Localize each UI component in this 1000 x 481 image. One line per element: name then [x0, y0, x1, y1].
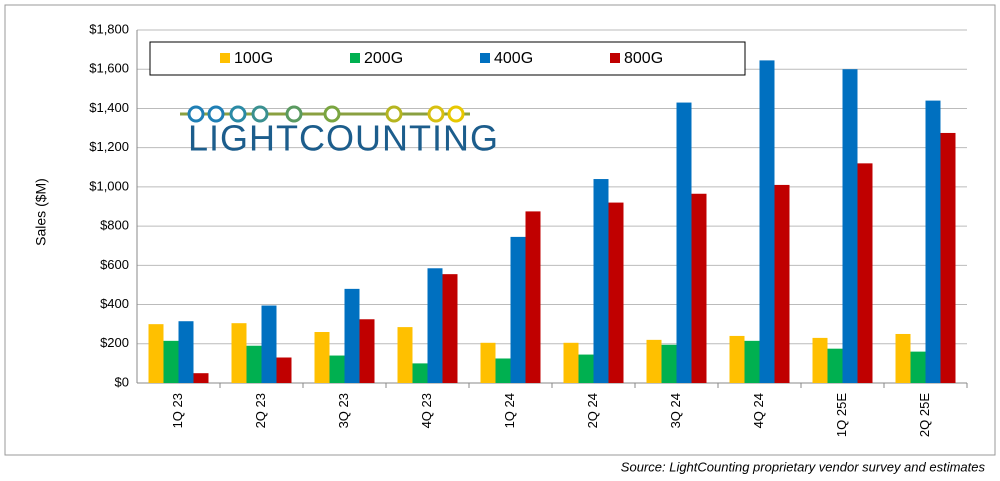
logo-dot [323, 105, 341, 123]
x-tick-label: 1Q 25E [834, 393, 849, 437]
bar [246, 345, 262, 383]
y-tick-label: $600 [100, 257, 129, 272]
bar [178, 321, 194, 383]
bar [578, 354, 594, 383]
bar [676, 102, 692, 384]
bar [412, 363, 428, 383]
bar [759, 60, 775, 384]
bar [593, 179, 609, 383]
x-tick-label: 3Q 23 [336, 393, 351, 428]
legend-swatch [480, 53, 490, 63]
bar [646, 339, 662, 383]
x-tick-label: 1Q 24 [502, 393, 517, 428]
y-axis-label: Sales ($M) [33, 178, 49, 246]
bar [329, 355, 345, 383]
logo-dot [285, 105, 303, 123]
bar [397, 327, 413, 383]
bar [495, 358, 511, 383]
logo-dot [447, 105, 465, 123]
y-tick-label: $400 [100, 296, 129, 311]
y-tick-label: $1,600 [89, 61, 129, 76]
bar [344, 288, 360, 383]
legend-label: 200G [364, 50, 403, 67]
bar [895, 333, 911, 383]
bar [314, 332, 330, 383]
y-tick-label: $1,000 [89, 178, 129, 193]
logo-dot [207, 105, 225, 123]
bar [729, 335, 745, 383]
legend-swatch [610, 53, 620, 63]
bar [427, 268, 443, 383]
bar [525, 211, 541, 383]
bar [261, 305, 277, 383]
logo-dot [229, 105, 247, 123]
bar [925, 100, 941, 383]
y-tick-label: $800 [100, 218, 129, 233]
bar [359, 319, 375, 383]
legend-swatch [220, 53, 230, 63]
legend-swatch [350, 53, 360, 63]
x-tick-label: 3Q 24 [668, 393, 683, 428]
logo-dot [187, 105, 205, 123]
legend-label: 800G [624, 50, 663, 67]
bar [940, 132, 956, 383]
bar [661, 344, 677, 383]
bar [691, 193, 707, 383]
bar [480, 342, 496, 383]
x-tick-label: 2Q 25E [917, 393, 932, 437]
bar [193, 373, 209, 383]
x-tick-label: 2Q 23 [253, 393, 268, 428]
legend-box [149, 41, 746, 76]
logo-text: LIGHTCOUNTING [188, 118, 499, 159]
bar [842, 69, 858, 383]
y-tick-label: $1,400 [89, 100, 129, 115]
bar [510, 236, 526, 383]
y-tick-label: $1,200 [89, 139, 129, 154]
bar [442, 274, 458, 383]
legend-label: 400G [494, 50, 533, 67]
bar [563, 342, 579, 383]
bar [774, 184, 790, 383]
logo-dot [251, 105, 269, 123]
logo: LIGHTCOUNTING [180, 105, 499, 159]
source-note: Source: LightCounting proprietary vendor… [621, 459, 986, 474]
logo-dot [427, 105, 445, 123]
logo-dot [385, 105, 403, 123]
bar [231, 323, 247, 383]
x-tick-label: 1Q 23 [170, 393, 185, 428]
bar [827, 348, 843, 383]
bar [276, 357, 292, 383]
bar [608, 202, 624, 383]
bar [163, 340, 179, 383]
bar [812, 337, 828, 383]
x-tick-label: 4Q 24 [751, 393, 766, 428]
y-tick-label: $200 [100, 335, 129, 350]
legend-label: 100G [234, 50, 273, 67]
bar [910, 351, 926, 383]
x-tick-label: 2Q 24 [585, 393, 600, 428]
bar [148, 324, 164, 383]
x-tick-label: 4Q 23 [419, 393, 434, 428]
y-tick-label: $1,800 [89, 21, 129, 36]
bar [744, 340, 760, 383]
bar [857, 163, 873, 383]
y-tick-label: $0 [115, 374, 129, 389]
